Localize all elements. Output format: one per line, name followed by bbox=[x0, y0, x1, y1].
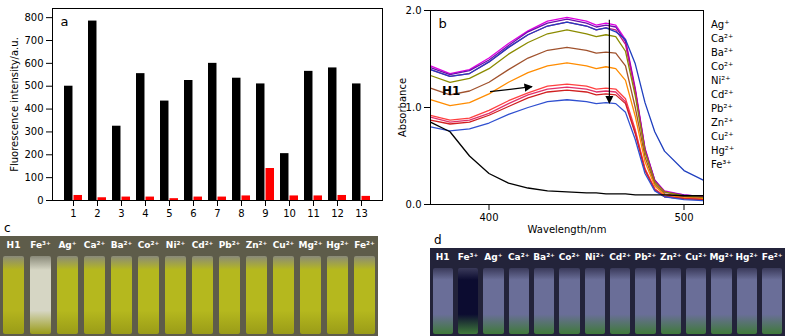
html-text:Ag⁺: Ag⁺ bbox=[58, 240, 77, 250]
svg-text:700: 700 bbox=[24, 35, 43, 46]
svg-text:Absorbance: Absorbance bbox=[397, 78, 408, 137]
svg-text:12: 12 bbox=[331, 208, 344, 219]
svg-text:500: 500 bbox=[674, 212, 693, 223]
svg-text:7: 7 bbox=[214, 208, 220, 219]
svg-text:a: a bbox=[61, 14, 69, 29]
html-text:Pb²⁺: Pb²⁺ bbox=[218, 240, 241, 250]
html-text:Ca²⁺: Ca²⁺ bbox=[83, 240, 106, 250]
html-text:Fe³⁺: Fe³⁺ bbox=[30, 240, 51, 250]
svg-text:Fluorescence intensity/a.u.: Fluorescence intensity/a.u. bbox=[9, 37, 20, 172]
html-text:c: c bbox=[4, 221, 11, 235]
svg-text:1.0: 1.0 bbox=[406, 102, 422, 113]
svg-text:3: 3 bbox=[118, 208, 124, 219]
html-text:Co²⁺: Co²⁺ bbox=[711, 61, 734, 72]
svg-text:2: 2 bbox=[94, 208, 100, 219]
html-text:Cd²⁺ Pb²⁺ Zn²⁺ Cu²⁺ Mg²⁺ Hg²⁺: Cd²⁺ Pb²⁺ Zn²⁺ Cu²⁺ Mg²⁺ Hg²⁺ Fe²⁺ bbox=[609, 252, 783, 262]
html-text:Ca²⁺: Ca²⁺ bbox=[711, 33, 734, 44]
svg-text:800: 800 bbox=[24, 12, 43, 23]
html-text:Ni²⁺: Ni²⁺ bbox=[711, 75, 731, 86]
html-text:Cd²⁺: Cd²⁺ bbox=[191, 240, 214, 250]
html-text:Cu²⁺: Cu²⁺ bbox=[711, 131, 734, 142]
svg-text:0.0: 0.0 bbox=[406, 199, 422, 210]
html-text:d: d bbox=[434, 233, 442, 247]
html-text:Ag⁺: Ag⁺ bbox=[484, 252, 503, 262]
html-text:Co²⁺: Co²⁺ bbox=[137, 240, 160, 250]
html-text:H1: H1 bbox=[435, 252, 450, 262]
svg-text:8: 8 bbox=[238, 208, 244, 219]
svg-text:1: 1 bbox=[70, 208, 76, 219]
svg-text:9: 9 bbox=[262, 208, 268, 219]
html-text:Fe³⁺: Fe³⁺ bbox=[457, 252, 479, 262]
html-text:Cd²⁺: Cd²⁺ bbox=[711, 89, 734, 100]
svg-text:300: 300 bbox=[24, 126, 43, 137]
html-text:Ni²⁺: Ni²⁺ bbox=[165, 240, 186, 250]
svg-text:400: 400 bbox=[479, 212, 498, 223]
html-text:Ni²⁺: Ni²⁺ bbox=[585, 252, 605, 262]
svg-text:b: b bbox=[439, 16, 447, 31]
html-text:Ag⁺: Ag⁺ bbox=[711, 19, 730, 30]
svg-text:5: 5 bbox=[166, 208, 172, 219]
svg-text:200: 200 bbox=[24, 149, 43, 160]
svg-text:10: 10 bbox=[283, 208, 296, 219]
svg-text:2.0: 2.0 bbox=[406, 5, 422, 16]
html-text:Ba²⁺: Ba²⁺ bbox=[110, 240, 133, 250]
svg-text:400: 400 bbox=[24, 103, 43, 114]
html-text:Cu²⁺ Mg²⁺ Hg²⁺: Cu²⁺ Mg²⁺ Hg²⁺ bbox=[272, 240, 349, 250]
svg-text:11: 11 bbox=[307, 208, 320, 219]
svg-text:0: 0 bbox=[37, 195, 43, 206]
html-text:H1: H1 bbox=[6, 240, 21, 250]
html-text:Pb²⁺: Pb²⁺ bbox=[711, 103, 733, 114]
html-text:Ca²⁺ Ba²⁺ Co²⁺: Ca²⁺ Ba²⁺ Co²⁺ bbox=[508, 252, 581, 262]
html-text:Ba²⁺: Ba²⁺ bbox=[711, 47, 734, 58]
html-text:Zn²⁺: Zn²⁺ bbox=[245, 240, 268, 250]
svg-text:100: 100 bbox=[24, 172, 43, 183]
html-text:Fe³⁺: Fe³⁺ bbox=[711, 159, 732, 170]
html-text:H1: H1 bbox=[442, 83, 461, 98]
html-text:Fe²⁺: Fe²⁺ bbox=[354, 240, 375, 250]
html-text:Zn²⁺: Zn²⁺ bbox=[711, 117, 734, 128]
svg-text:6: 6 bbox=[190, 208, 196, 219]
svg-text:600: 600 bbox=[24, 58, 43, 69]
svg-text:500: 500 bbox=[24, 80, 43, 91]
svg-text:13: 13 bbox=[355, 208, 368, 219]
svg-text:4: 4 bbox=[142, 208, 148, 219]
html-text:Hg²⁺: Hg²⁺ bbox=[711, 145, 735, 156]
svg-text:Wavelength/nm: Wavelength/nm bbox=[528, 224, 607, 235]
